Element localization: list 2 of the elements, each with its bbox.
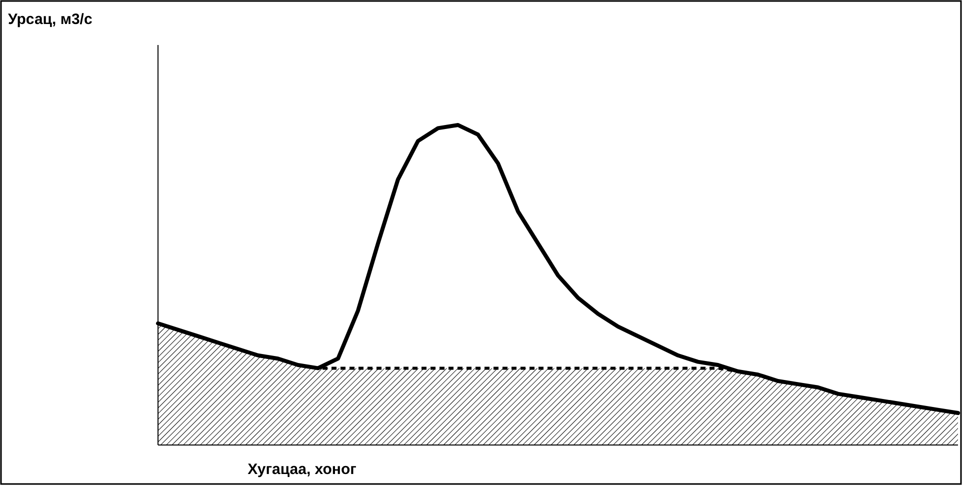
text: Урсац, м3/с	[8, 11, 92, 28]
x-axis-title: Хугацаа, хоног	[248, 461, 356, 478]
